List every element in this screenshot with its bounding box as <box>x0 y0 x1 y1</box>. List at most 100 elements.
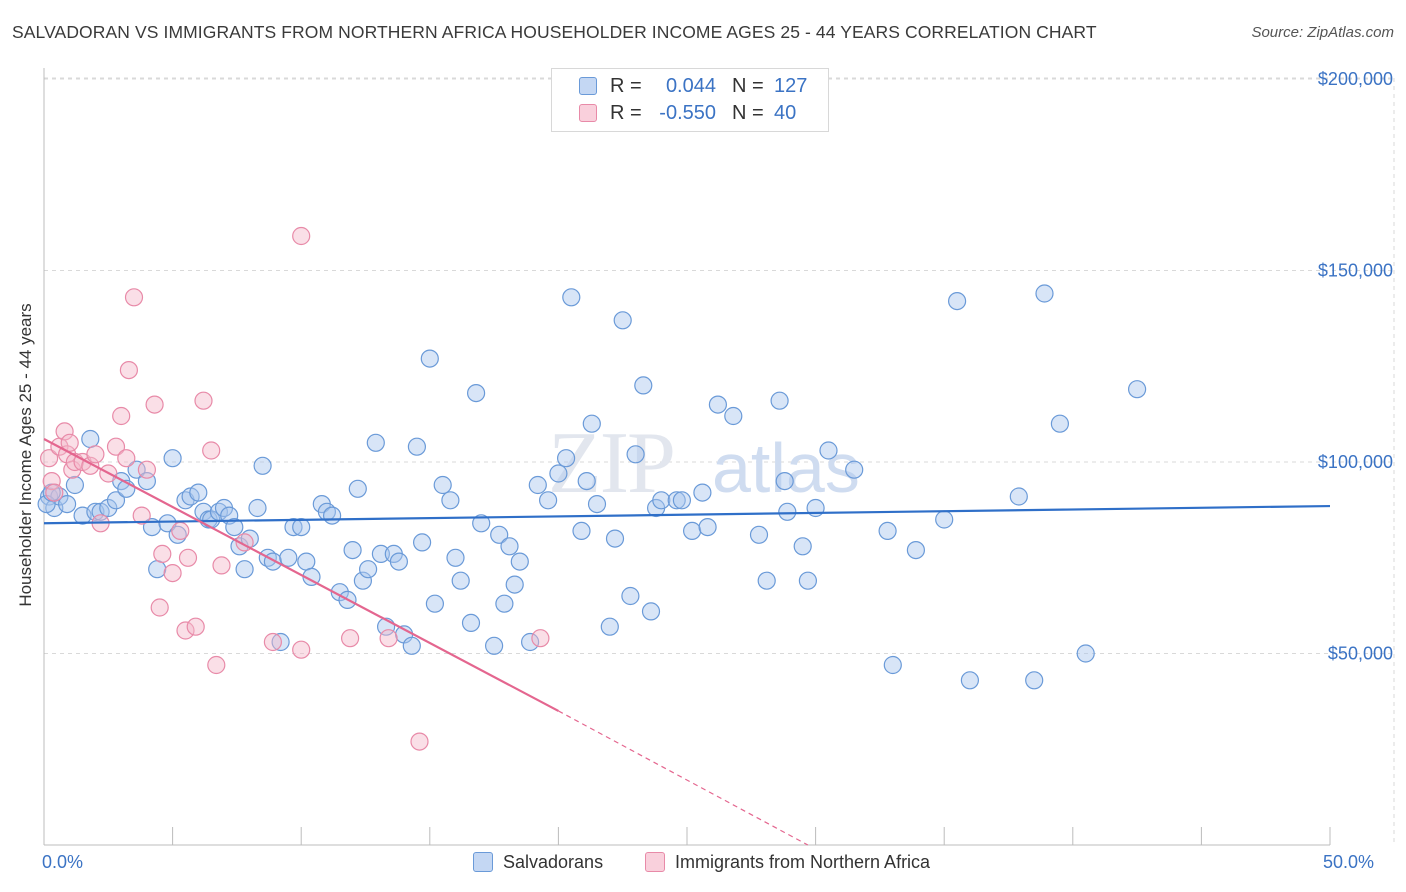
data-point-salvadorans <box>775 472 794 491</box>
bottom-legend-northern-africa: Immigrants from Northern Africa <box>645 852 930 873</box>
data-point-northern-africa <box>207 655 226 675</box>
data-point-salvadorans <box>682 521 702 541</box>
legend-r-label: R = <box>610 102 642 124</box>
data-point-salvadorans <box>127 460 146 479</box>
data-point-salvadorans <box>935 510 954 529</box>
data-point-salvadorans <box>947 292 967 311</box>
data-point-salvadorans <box>819 441 838 460</box>
data-point-salvadorans <box>148 560 167 579</box>
data-point-salvadorans <box>605 529 625 548</box>
data-point-northern-africa <box>163 563 182 583</box>
legend-swatch-blue <box>473 852 493 872</box>
data-point-salvadorans <box>621 586 640 606</box>
legend-label-northern-africa: Immigrants from Northern Africa <box>675 852 931 872</box>
data-point-salvadorans <box>1025 671 1044 690</box>
data-point-salvadorans <box>587 495 607 514</box>
data-point-salvadorans <box>520 632 540 652</box>
trend-lines <box>43 438 1331 846</box>
y-tick-labels: $50,000 $100,000 $150,000 $200,000 <box>1318 69 1393 664</box>
data-point-northern-africa <box>132 506 151 525</box>
data-point-salvadorans <box>279 548 298 567</box>
data-point-salvadorans <box>528 475 547 495</box>
data-point-northern-africa <box>171 521 190 541</box>
y-tick-label: $150,000 <box>1318 261 1393 281</box>
data-point-salvadorans <box>343 540 362 560</box>
data-point-salvadorans <box>626 445 645 464</box>
data-point-northern-africa <box>186 617 205 636</box>
data-point-northern-africa <box>292 640 311 659</box>
data-point-salvadorans <box>297 552 316 571</box>
data-point-northern-africa <box>117 449 136 468</box>
data-point-salvadorans <box>845 460 864 479</box>
data-point-salvadorans <box>562 288 581 307</box>
data-point-salvadorans <box>402 636 421 655</box>
legend-r-value: -0.550 <box>659 102 716 124</box>
data-point-salvadorans <box>433 475 452 495</box>
data-point-salvadorans <box>613 311 632 330</box>
data-point-salvadorans <box>407 437 426 456</box>
data-point-salvadorans <box>413 533 432 552</box>
data-point-salvadorans <box>556 449 576 468</box>
data-point-salvadorans <box>667 491 686 510</box>
data-point-salvadorans <box>1009 487 1028 506</box>
data-point-salvadorans <box>189 483 208 502</box>
data-point-salvadorans <box>451 571 470 590</box>
data-point-salvadorans <box>582 414 601 433</box>
data-point-salvadorans <box>420 349 439 368</box>
data-point-salvadorans <box>1050 414 1070 433</box>
data-point-salvadorans <box>292 517 311 537</box>
legend-swatch-pink <box>645 852 665 872</box>
data-point-salvadorans <box>495 594 514 613</box>
data-point-salvadorans <box>65 475 85 495</box>
data-point-salvadorans <box>253 456 272 475</box>
data-point-salvadorans <box>634 376 653 395</box>
data-point-northern-africa <box>531 629 550 648</box>
data-point-salvadorans <box>472 514 491 533</box>
data-point-northern-africa <box>292 226 311 246</box>
bottom-legend-salvadorans: Salvadorans <box>473 852 603 873</box>
data-point-salvadorans <box>348 479 367 498</box>
trend-line-northern-africa <box>43 438 559 712</box>
data-point-northern-africa <box>194 391 213 410</box>
x-tick-label-min: 0.0% <box>42 852 84 872</box>
y-tick-label: $200,000 <box>1318 69 1393 89</box>
data-point-salvadorans <box>538 491 558 510</box>
data-point-salvadorans <box>1035 284 1054 303</box>
data-point-salvadorans <box>770 391 789 410</box>
data-point-northern-africa <box>42 472 61 491</box>
data-point-salvadorans <box>798 571 818 590</box>
data-point-northern-africa <box>45 483 64 502</box>
data-point-northern-africa <box>145 395 164 414</box>
data-point-salvadorans <box>883 655 902 675</box>
data-point-salvadorans <box>490 525 509 544</box>
chart-title: SALVADORAN VS IMMIGRANTS FROM NORTHERN A… <box>12 22 1097 42</box>
legend-n-label: N = <box>732 102 764 124</box>
data-point-northern-africa <box>39 449 59 468</box>
data-point-northern-africa <box>379 629 398 648</box>
data-point-salvadorans <box>389 552 408 571</box>
data-point-salvadorans <box>793 537 812 556</box>
data-point-salvadorans <box>225 517 244 537</box>
data-point-salvadorans <box>366 433 385 452</box>
legend-label-salvadorans: Salvadorans <box>503 852 604 872</box>
data-point-northern-africa <box>119 361 138 380</box>
data-point-salvadorans <box>500 537 519 556</box>
data-point-northern-africa <box>263 632 282 652</box>
data-point-salvadorans <box>878 521 897 541</box>
data-point-salvadorans <box>693 483 712 502</box>
legend-swatch-blue <box>579 77 597 95</box>
source-credit: Source: ZipAtlas.com <box>1251 24 1394 41</box>
legend-n-value: 40 <box>774 102 797 124</box>
data-point-northern-africa <box>202 441 221 460</box>
data-point-salvadorans <box>505 575 524 594</box>
data-point-salvadorans <box>235 560 254 579</box>
data-point-salvadorans <box>163 449 182 468</box>
correlation-legend: R = 0.044 N = 127 R = -0.550 N = 40 <box>551 68 829 132</box>
data-point-northern-africa <box>124 288 144 307</box>
data-point-northern-africa <box>212 556 231 575</box>
data-point-northern-africa <box>153 544 172 564</box>
data-point-salvadorans <box>757 571 776 590</box>
y-tick-label: $50,000 <box>1328 644 1393 664</box>
data-point-northern-africa <box>178 548 198 567</box>
